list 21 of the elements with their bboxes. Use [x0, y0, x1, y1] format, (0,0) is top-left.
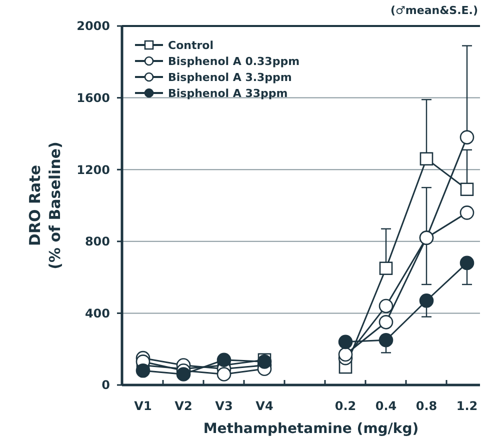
x-tick-label: V1: [134, 399, 152, 413]
y-tick-label: 0: [102, 378, 110, 392]
legend-label: Bisphenol A 3.3ppm: [168, 70, 292, 84]
legend-label: Bisphenol A 33ppm: [168, 86, 288, 100]
legend-label: Bisphenol A 0.33ppm: [168, 54, 300, 68]
y-tick-label: 800: [84, 234, 110, 249]
x-tick-label: V4: [256, 399, 274, 413]
x-tick-label: V2: [174, 399, 192, 413]
y-tick-label: 400: [84, 306, 110, 320]
x-tick-label: 0.8: [416, 399, 438, 413]
x-tick-label: 0.4: [375, 399, 397, 413]
y-axis-title: DRO Rate (% of Baseline): [26, 142, 64, 270]
x-axis-title: Methamphetamine (mg/kg): [203, 421, 419, 437]
y-tick-label: 1600: [76, 91, 110, 105]
y-tick-label: 1200: [76, 162, 110, 177]
legend-label: Control: [168, 38, 214, 52]
x-tick-label: V3: [215, 399, 233, 413]
x-tick-label: 0.2: [334, 399, 356, 413]
x-tick-label: 1.2: [456, 399, 478, 413]
text: (♂mean&S.E.): [390, 4, 478, 17]
y-tick-label: 2000: [76, 19, 110, 34]
